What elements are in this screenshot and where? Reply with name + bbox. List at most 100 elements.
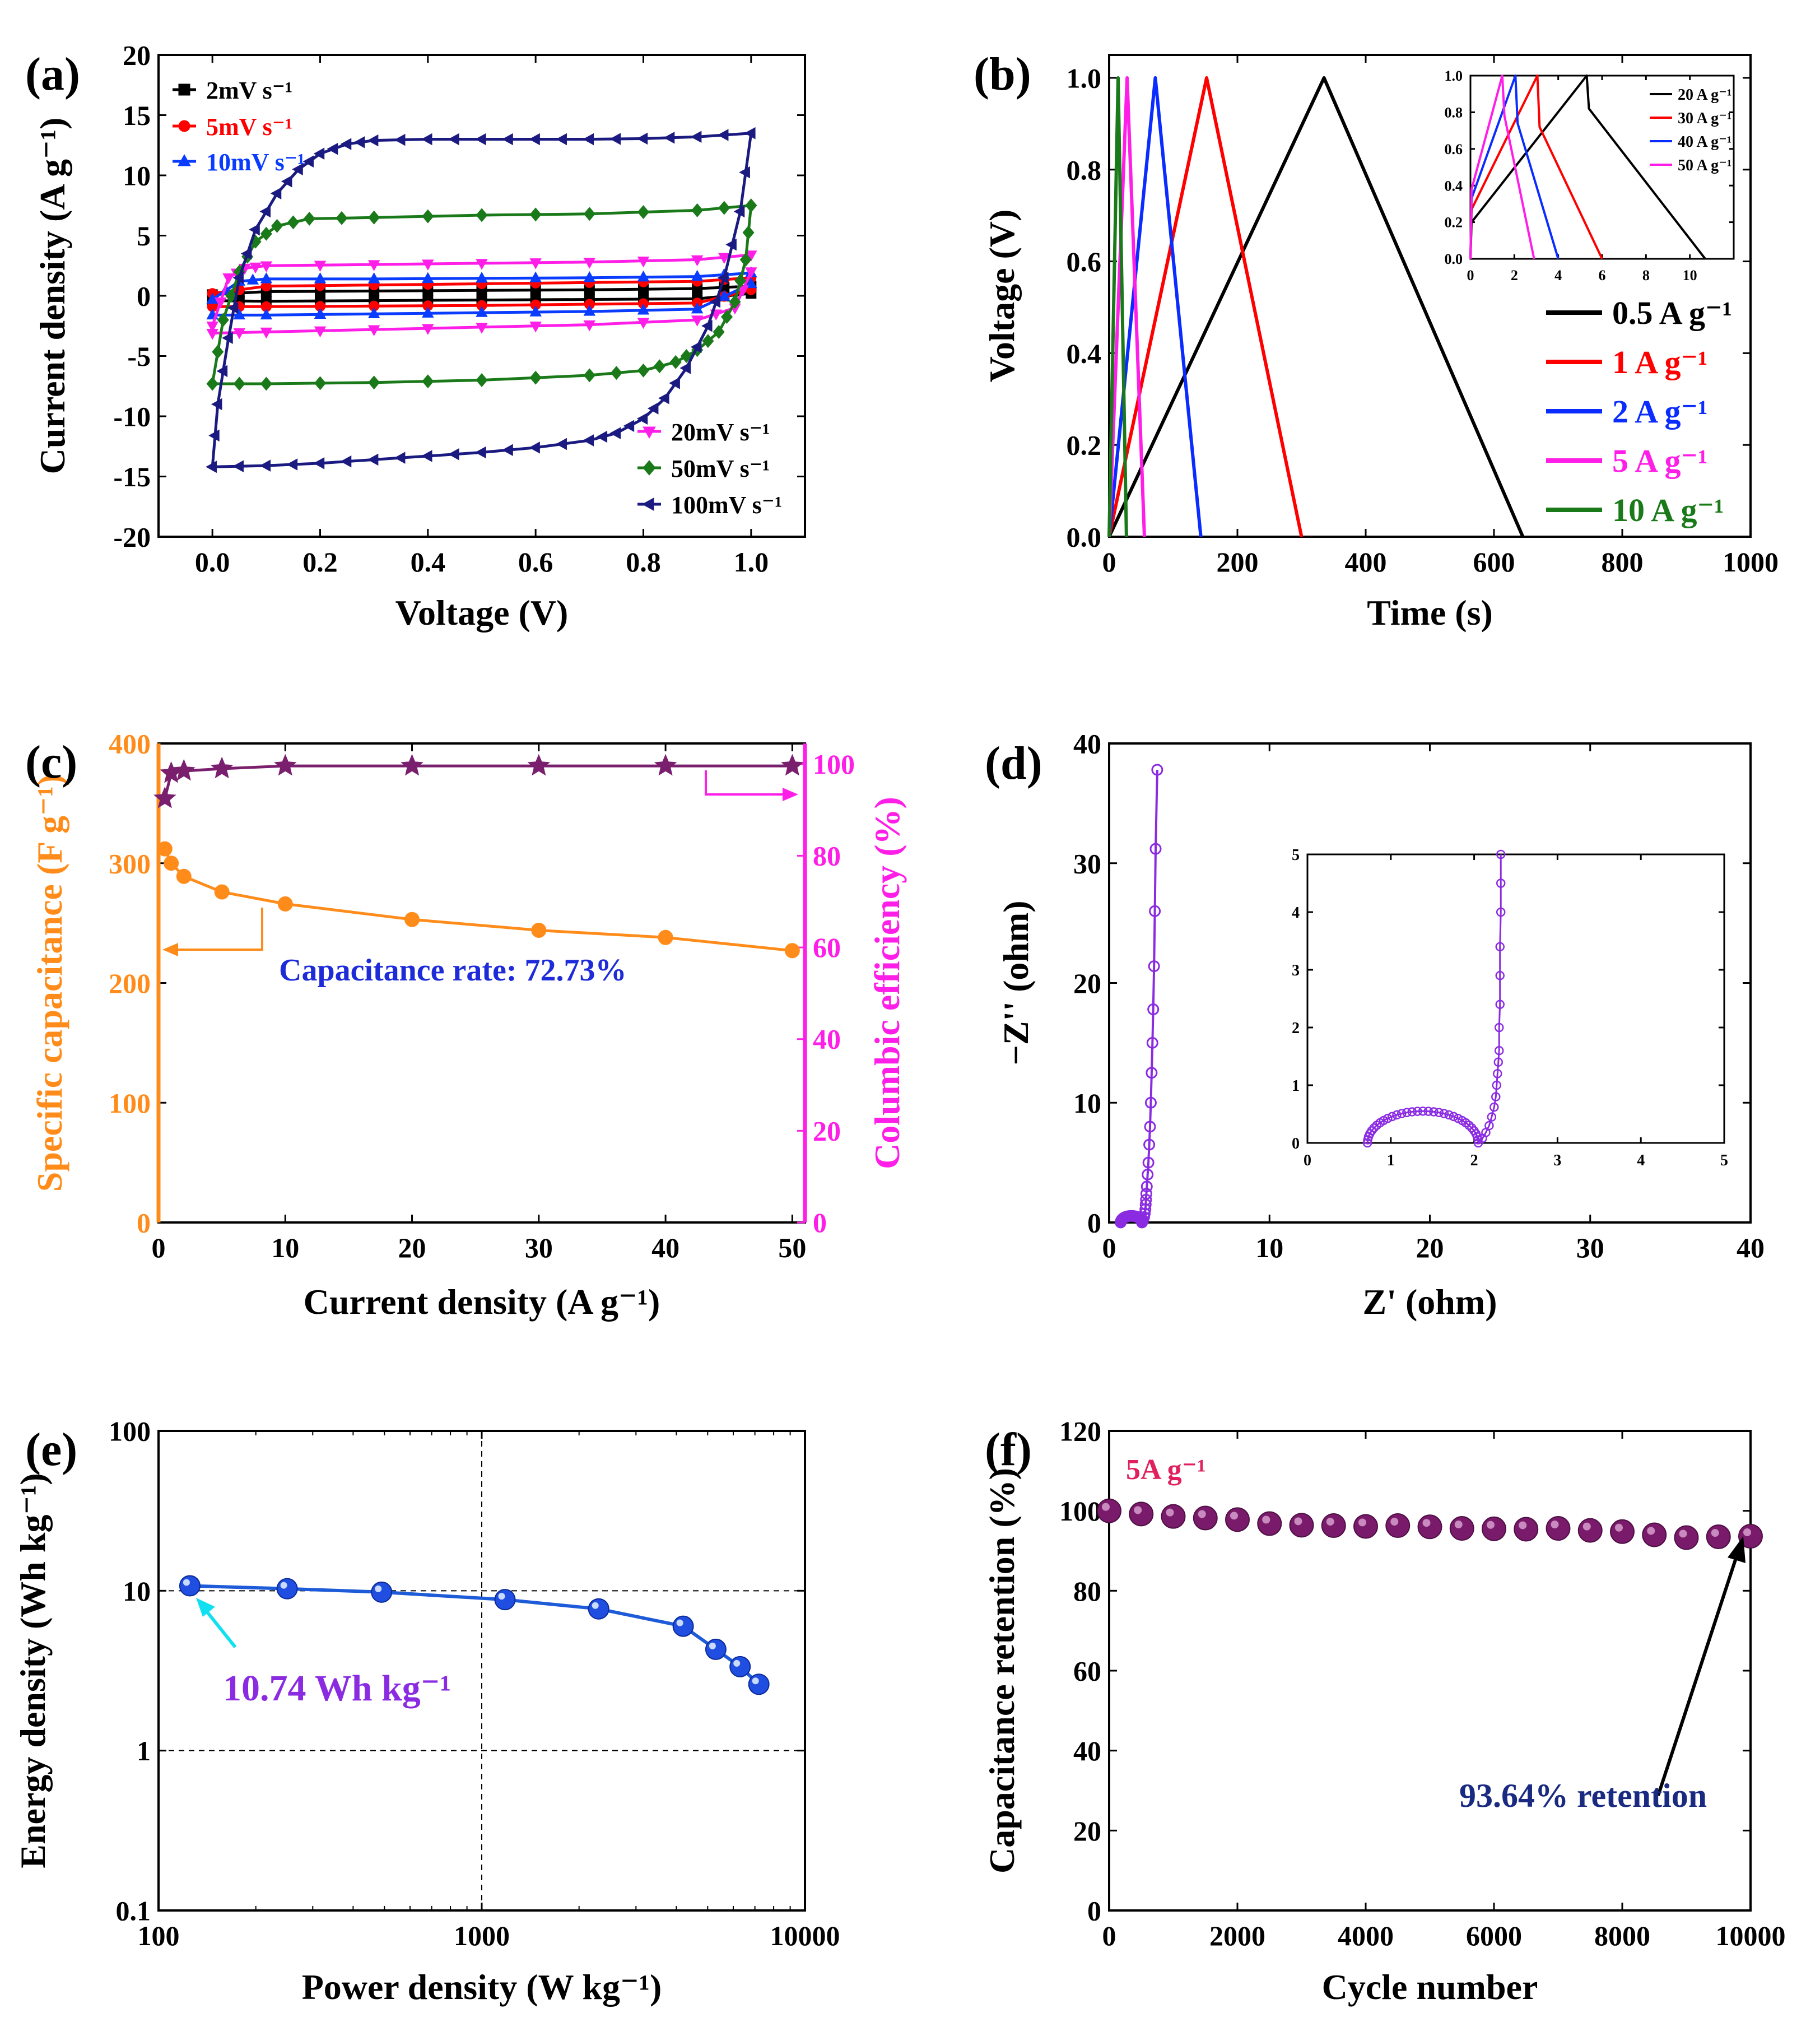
inset-eis-point [1464,1121,1474,1130]
inset-eis-point [1493,1057,1504,1067]
data-point [734,273,747,288]
data-point [721,310,733,324]
data-point [206,328,218,340]
data-point [367,307,380,318]
y-axis-label: −Z'' (ohm) [996,900,1036,1065]
x-tick-label: 0 [1304,1152,1311,1169]
y-tick-label: 10 [123,160,151,192]
data-point [691,269,704,281]
x-tick-label: 0.0 [195,546,230,578]
inset-eis-point [1387,1112,1397,1122]
data-point [233,328,245,340]
legend-marker [178,154,191,166]
data-point [744,127,756,140]
data-point [609,427,621,439]
x-tick-label: 4000 [1338,1920,1394,1951]
y-tick-label: 20 [1073,1815,1101,1847]
retention-point [1546,1516,1571,1541]
data-point [260,308,273,320]
data-point [448,448,459,461]
data-point [583,368,595,383]
legend-marker [643,460,656,476]
y-tick-label: 5 [137,220,151,252]
data-point [367,134,379,147]
data-point [340,138,352,150]
data-point [422,272,434,283]
retention-point-highlight [1230,1512,1238,1520]
x-tick-label: 1000 [1723,546,1779,578]
y-tick-label: 200 [109,968,151,999]
y-tick-label: 0.8 [1067,154,1102,185]
y-tick-label: 40 [1073,1735,1101,1766]
y-tick-label: 0 [137,1207,151,1239]
data-point [271,218,283,233]
data-point [691,255,704,267]
inset-eis-point [1496,878,1506,888]
y-tick-label: 0.8 [1445,105,1463,121]
panel-label: (a) [25,48,80,100]
data-point [669,355,682,369]
eis-point [1147,1003,1160,1016]
y-tick-label: -20 [113,522,151,553]
plot-d-inset: 0 1 2 3 4 5 0 1 2 3 4 5 [1292,847,1728,1169]
data-point [701,320,713,332]
data-point [476,208,488,222]
retention-point-highlight [1615,1523,1623,1532]
efficiency-point [527,754,551,776]
retention-point-highlight [1294,1517,1302,1526]
ragone-point [588,1598,609,1620]
ragone-point-highlight [676,1619,683,1626]
y-tick-label: 60 [1073,1656,1101,1687]
data-point [260,327,273,339]
x-tick-label: 0.6 [518,546,553,578]
retention-point-highlight [1519,1521,1527,1529]
x-tick-label: 1.0 [734,546,769,578]
data-point [745,267,757,278]
x-tick-label: 6000 [1466,1920,1522,1951]
x-tick-label: 6 [1599,267,1606,283]
retention-point-highlight [1262,1515,1270,1524]
inset-eis-point [1484,1121,1494,1131]
condition-label: 5A g⁻¹ [1126,1454,1206,1486]
retention-point [1514,1517,1539,1542]
annotation-energy: 10.74 Wh kg⁻¹ [223,1668,451,1709]
data-point [259,205,271,218]
plot-f: 0 2000 4000 6000 8000 10000 0 20 40 60 80 100 120 Cyc… [982,1416,1786,2007]
data-point [718,253,730,264]
plot-frame [1108,742,1752,1224]
legend-label: 20mV s⁻¹ [671,419,770,446]
retention-point-highlight [1102,1503,1110,1511]
y-tick-label: 2 [1292,1020,1300,1037]
data-point [690,341,702,354]
retention-point-highlight [1326,1518,1334,1526]
inset-eis-point [1383,1113,1393,1123]
data-point [222,332,233,344]
inset-legend-label: 20 A g⁻¹ [1678,86,1731,104]
y-tick-label: 1.0 [1445,68,1463,84]
plot-b-inset: 0 2 4 6 8 10 0.0 0.2 0.4 0.6 0.8 1.0 20 A g⁻¹ 30 A g⁻… [1445,68,1735,283]
y-tick-label: 0.6 [1445,141,1463,157]
arrow-right [705,770,793,796]
data-point [669,377,680,389]
data-point [222,273,235,285]
y-tick-label: 0 [1087,1207,1101,1239]
data-point [583,271,596,282]
data-point [647,402,659,415]
data-point [725,238,737,251]
x-tick-label: 400 [1345,546,1387,578]
x-tick-label: 0.4 [411,546,446,578]
eis-point [1146,1036,1158,1049]
x-tick-label: 2000 [1209,1920,1265,1951]
data-point [313,147,325,160]
data-point [232,460,244,472]
data-point [623,420,635,432]
data-point [233,376,245,391]
retention-point [1642,1522,1667,1547]
data-point [739,253,752,267]
data-point [529,370,542,385]
eis-point [1144,1121,1156,1133]
ragone-point-highlight [183,1579,190,1586]
data-point [475,133,486,146]
y-tick-label: -15 [113,461,151,492]
